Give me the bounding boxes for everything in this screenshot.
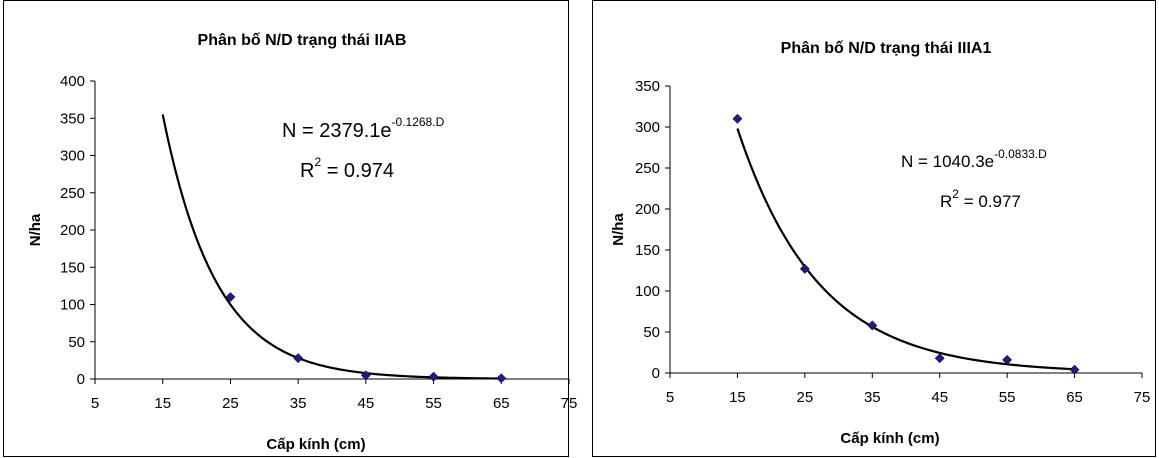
data-point: [732, 113, 743, 124]
data-point: [799, 263, 810, 274]
x-tick-label: 45: [931, 389, 948, 406]
y-tick-label: 350: [60, 110, 85, 127]
chart-panel-iiab: Phân bố N/D trạng thái IIAB 0 50 100 150 200 2…: [3, 0, 577, 457]
x-tick-label: 75: [561, 395, 578, 412]
x-tick-label: 25: [222, 395, 239, 412]
y-tick-label: 0: [77, 371, 85, 388]
r-squared-label: R2 = 0.974: [300, 155, 394, 182]
x-tick-label: 35: [290, 395, 307, 412]
equation-prefix: N = 2379.1e: [282, 120, 392, 142]
x-axis-label: Cấp kính (cm): [840, 430, 939, 447]
trendline-equation: N = 1040.3e-0.0833.D: [901, 147, 1047, 171]
y-tick-label: 150: [635, 242, 660, 259]
chart-iiab: Phân bố N/D trạng thái IIAB 0 50 100 150 200 2…: [27, 32, 577, 453]
r-squared-value: = 0.977: [959, 192, 1021, 211]
equation-prefix: N = 1040.3e: [901, 152, 994, 171]
y-tick-label: 250: [635, 160, 660, 177]
y-tick-label: 250: [60, 185, 85, 202]
y-tick-label: 50: [643, 324, 660, 341]
trendline-equation: N = 2379.1e-0.1268.D: [282, 115, 445, 142]
trendline: [736, 128, 1075, 371]
chart-iiia1: Phân bố N/D trạng thái IIIA1 0 50 100 150 200…: [610, 40, 1151, 447]
y-tick-label: 350: [635, 78, 660, 95]
y-axis-label: N/ha: [27, 213, 44, 246]
y-tick-label: 150: [60, 259, 85, 276]
chart-title: Phân bố N/D trạng thái IIIA1: [781, 40, 992, 57]
y-tick-label: 100: [60, 297, 85, 314]
y-tick-label: 0: [652, 365, 660, 382]
y-tick-label: 100: [635, 283, 660, 300]
data-point: [496, 373, 507, 384]
y-tick-label: 400: [60, 73, 85, 90]
r-squared-value: = 0.974: [321, 160, 394, 182]
r-squared-prefix: R: [300, 160, 314, 182]
x-tick-label: 55: [425, 395, 442, 412]
data-point: [225, 292, 236, 302]
x-tick-label: 75: [1134, 389, 1151, 406]
chart-title: Phân bố N/D trạng thái IIAB: [198, 32, 407, 49]
equation-exponent: -0.1268.D: [392, 115, 445, 129]
data-point: [293, 353, 304, 364]
data-point: [934, 353, 945, 364]
x-tick-label: 55: [999, 389, 1016, 406]
x-tick-label: 15: [154, 395, 171, 412]
x-tick-label: 45: [358, 395, 375, 412]
chart-panel-iiia1: Phân bố N/D trạng thái IIIA1 0 50 100 150 200…: [592, 0, 1156, 457]
x-tick-label: 15: [729, 389, 746, 406]
x-tick-label: 65: [493, 395, 510, 412]
x-tick-label: 5: [666, 389, 674, 406]
y-tick-label: 300: [635, 119, 660, 136]
x-tick-label: 65: [1066, 389, 1083, 406]
data-point: [428, 371, 439, 382]
data-point: [360, 370, 371, 381]
y-tick-label: 300: [60, 148, 85, 165]
y-tick-label: 200: [60, 222, 85, 239]
y-tick-label: 50: [68, 334, 85, 351]
x-tick-label: 5: [91, 395, 99, 412]
x-tick-label: 25: [797, 389, 814, 406]
r-squared-prefix: R: [940, 192, 952, 211]
r-squared-sup: 2: [952, 187, 959, 201]
x-tick-label: 35: [864, 389, 881, 406]
r-squared-label: R2 = 0.977: [940, 187, 1021, 211]
y-axis-label: N/ha: [610, 213, 627, 246]
trendline: [161, 114, 502, 380]
data-point: [867, 320, 878, 331]
equation-exponent: -0.0833.D: [994, 147, 1047, 161]
data-point: [1002, 354, 1013, 365]
x-axis-label: Cấp kính (cm): [266, 436, 365, 453]
data-point: [1069, 364, 1080, 375]
r-squared-sup: 2: [314, 155, 321, 169]
y-tick-label: 200: [635, 201, 660, 218]
